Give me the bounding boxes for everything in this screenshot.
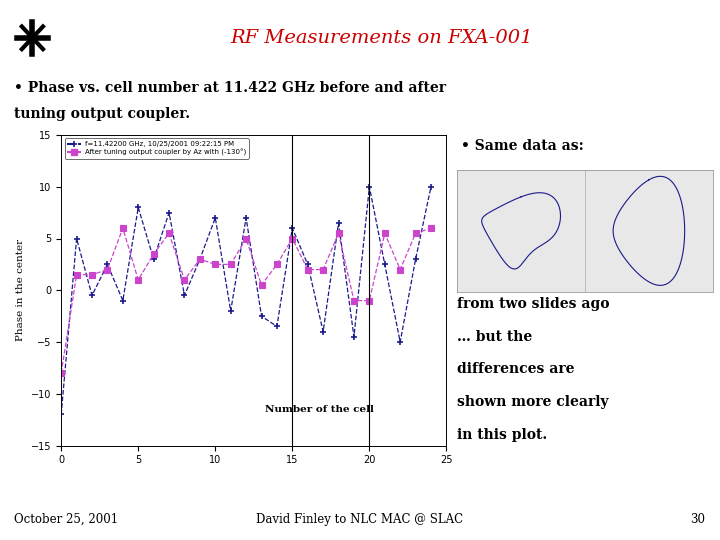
- Text: shown more clearly: shown more clearly: [457, 395, 609, 409]
- Text: 30: 30: [690, 513, 706, 526]
- Y-axis label: Phase in the center: Phase in the center: [17, 239, 25, 341]
- Text: … but the: … but the: [457, 329, 533, 343]
- Text: Number of the cell: Number of the cell: [265, 406, 374, 415]
- Text: in this plot.: in this plot.: [457, 428, 547, 442]
- Text: David Finley to NLC MAC @ SLAC: David Finley to NLC MAC @ SLAC: [256, 513, 464, 526]
- Text: October 25, 2001: October 25, 2001: [14, 513, 119, 526]
- Text: • Phase vs. cell number at 11.422 GHz before and after: • Phase vs. cell number at 11.422 GHz be…: [14, 81, 446, 95]
- Text: differences are: differences are: [457, 362, 575, 376]
- Text: tuning output coupler.: tuning output coupler.: [14, 107, 191, 122]
- Text: • Same data as:: • Same data as:: [461, 139, 583, 153]
- Legend: f=11.42200 GHz, 10/25/2001 09:22:15 PM, After tuning output coupler by Az with (: f=11.42200 GHz, 10/25/2001 09:22:15 PM, …: [65, 138, 249, 159]
- Text: RF Measurements on FXA-001: RF Measurements on FXA-001: [230, 29, 533, 46]
- Text: from two slides ago: from two slides ago: [457, 297, 610, 311]
